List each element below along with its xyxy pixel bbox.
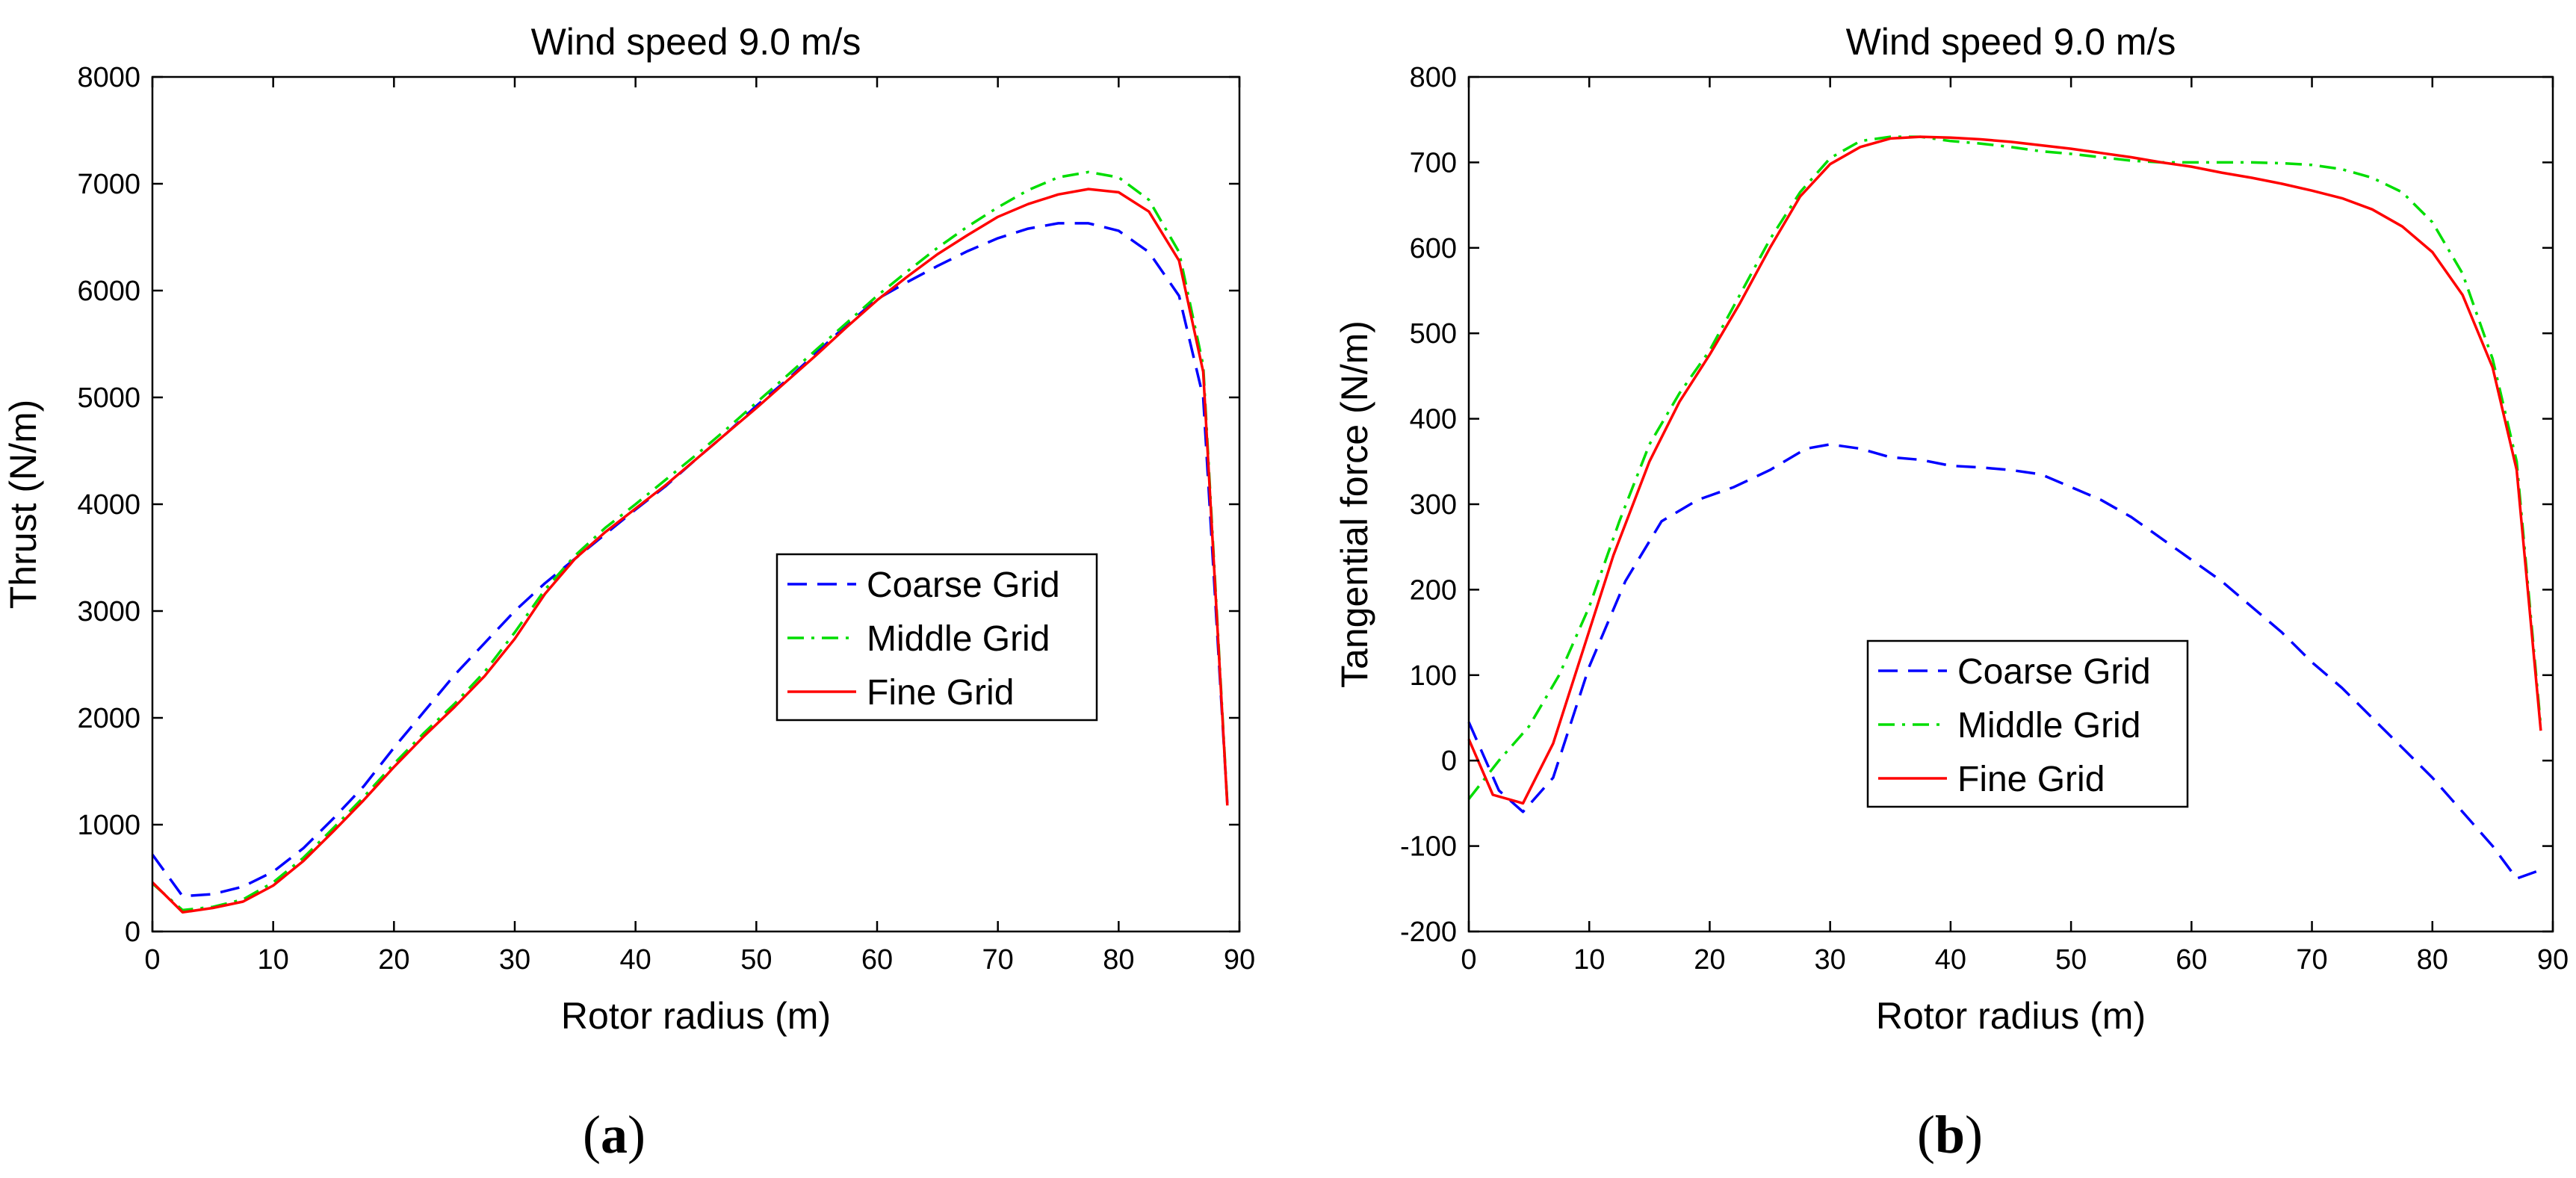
y-tick-label: 6000: [77, 276, 140, 307]
x-tick-label: 10: [1573, 944, 1605, 976]
caption-letter-b: b: [1935, 1105, 1965, 1165]
y-tick-label: -200: [1400, 917, 1457, 948]
series-layer-a: [151, 170, 1229, 914]
y-tick-label: 500: [1410, 318, 1457, 350]
y-tick-label: 0: [1441, 745, 1457, 777]
caption-b: (b): [1917, 1105, 1983, 1165]
y-tick-label: 1000: [77, 810, 140, 841]
x-tick-label: 90: [1224, 944, 1255, 976]
y-tick-label: -100: [1400, 831, 1457, 863]
x-tick-label: 90: [2537, 944, 2569, 976]
ticks-a: 0 10 20 30 40 50 60 70 80 90 0 1000 2000 3000 4000 5000…: [77, 62, 1255, 976]
legend-label-coarse-a: Coarse Grid: [867, 565, 1060, 605]
x-tick-label: 60: [861, 944, 893, 976]
caption-letter-a: a: [601, 1105, 628, 1165]
x-tick-label: 70: [2296, 944, 2327, 976]
y-tick-label: 200: [1410, 574, 1457, 606]
x-tick-label: 50: [740, 944, 772, 976]
y-tick-label: 0: [125, 917, 140, 948]
x-tick-label: 30: [1815, 944, 1846, 976]
x-tick-label: 40: [620, 944, 651, 976]
x-tick-label: 30: [499, 944, 530, 976]
series-line-middle-a: [151, 170, 1229, 912]
y-tick-label: 600: [1410, 233, 1457, 264]
plot-frame-a: [151, 75, 1241, 933]
y-tick-label: 700: [1410, 147, 1457, 179]
y-tick-label: 400: [1410, 404, 1457, 435]
ticks-b: 0 10 20 30 40 50 60 70 80 90 -200 -100 0 100 200 300 400…: [1400, 62, 2569, 976]
y-tick-label: 7000: [77, 169, 140, 200]
legend-label-fine-b: Fine Grid: [1957, 760, 2105, 799]
chart-title-b: Wind speed 9.0 m/s: [1846, 21, 2176, 63]
y-tick-label: 800: [1410, 62, 1457, 93]
x-tick-label: 70: [982, 944, 1014, 976]
x-tick-label: 80: [2417, 944, 2448, 976]
chart-panel-a: 0 10 20 30 40 50 60 70 80 90 0 1000 2000 3000 4000 5000…: [2, 21, 1255, 1165]
legend-b: Coarse Grid Middle Grid Fine Grid: [1866, 639, 2189, 808]
x-tick-label: 20: [1694, 944, 1725, 976]
y-tick-label: 100: [1410, 660, 1457, 692]
legend-label-fine-a: Fine Grid: [867, 673, 1014, 713]
y-tick-label: 3000: [77, 596, 140, 627]
series-layer-b: [1467, 135, 2542, 880]
y-tick-label: 8000: [77, 62, 140, 93]
legend-label-middle-a: Middle Grid: [867, 619, 1050, 659]
x-tick-label: 20: [378, 944, 409, 976]
series-line-coarse-b: [1467, 443, 2542, 880]
x-tick-label: 10: [258, 944, 289, 976]
chart-panel-b: 0 10 20 30 40 50 60 70 80 90 -200 -100 0 100 200 300 400…: [1334, 21, 2569, 1165]
chart-title-a: Wind speed 9.0 m/s: [531, 21, 861, 63]
legend-label-coarse-b: Coarse Grid: [1957, 652, 2151, 692]
y-axis-label-a: Thrust (N/m): [2, 400, 44, 610]
x-tick-label: 0: [1461, 944, 1476, 976]
y-axis-label-b: Tangential force (N/m): [1334, 320, 1375, 688]
x-axis-label-b: Rotor radius (m): [1876, 995, 2146, 1037]
legend-a: Coarse Grid Middle Grid Fine Grid: [775, 553, 1098, 722]
series-line-fine-a: [151, 187, 1229, 914]
x-tick-label: 40: [1935, 944, 1966, 976]
series-line-fine-b: [1467, 135, 2542, 805]
y-tick-label: 2000: [77, 703, 140, 734]
y-tick-label: 300: [1410, 489, 1457, 521]
x-axis-label-a: Rotor radius (m): [561, 995, 831, 1037]
x-tick-label: 80: [1103, 944, 1134, 976]
y-tick-label: 4000: [77, 489, 140, 521]
legend-label-middle-b: Middle Grid: [1957, 706, 2140, 745]
x-tick-label: 60: [2176, 944, 2207, 976]
x-tick-label: 50: [2055, 944, 2087, 976]
x-tick-label: 0: [144, 944, 160, 976]
y-tick-label: 5000: [77, 382, 140, 414]
series-line-coarse-a: [151, 222, 1229, 898]
caption-a: (a): [583, 1105, 645, 1165]
